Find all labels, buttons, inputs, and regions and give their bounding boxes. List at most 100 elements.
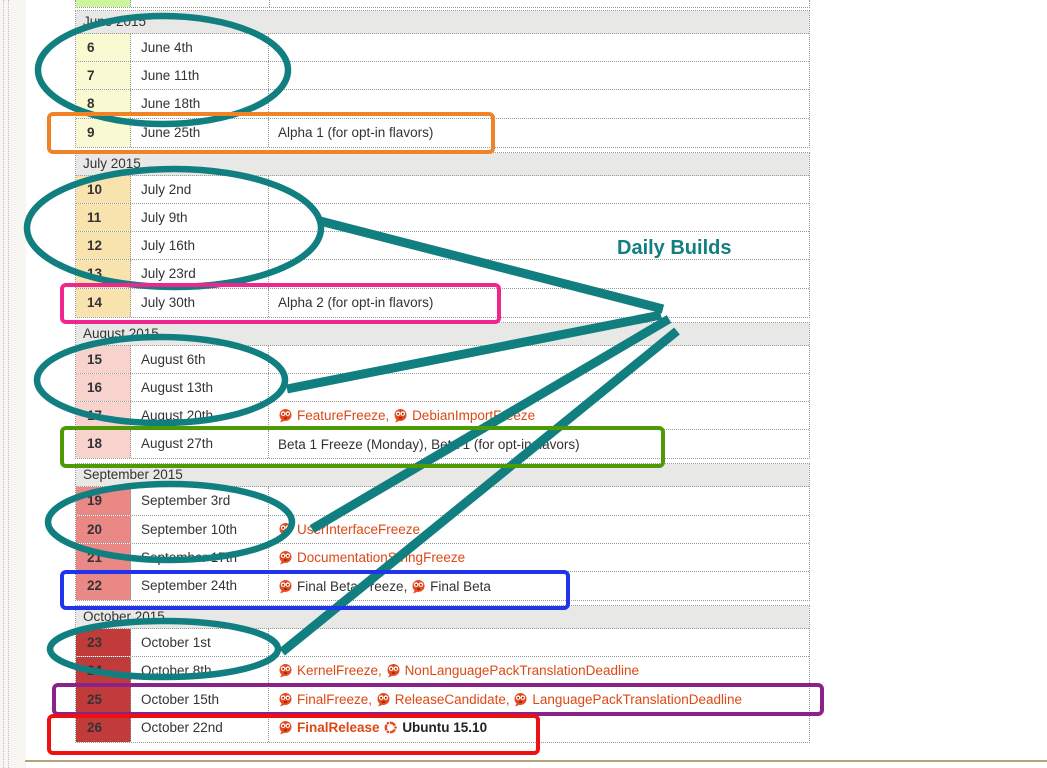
milestone-cell [269, 487, 809, 514]
milestone-link[interactable]: LanguagePackTranslationDeadline [532, 691, 743, 707]
week-number-cell: 22 [76, 572, 131, 601]
week-number-cell: 20 [76, 515, 131, 543]
milestone-cell: DocumentationStringFreeze [269, 544, 809, 571]
milestone-link[interactable]: KernelFreeze [297, 663, 379, 679]
date-cell: September 24th [131, 572, 269, 601]
milestone-link[interactable]: FeatureFreeze [297, 408, 386, 424]
milestone-cell: UserInterfaceFreeze [269, 516, 809, 543]
month-header: August 2015 [76, 322, 809, 346]
milestone-cell [269, 34, 809, 61]
week-number-cell: 11 [76, 203, 131, 232]
week-number-cell: 7 [76, 62, 131, 90]
table-row: 24 October 8th KernelFreeze, NonLanguagePa… [76, 657, 809, 686]
column-divider [269, 0, 270, 7]
milestone-cell: Final Beta Freeze, Final Beta [269, 572, 809, 600]
milestone-link[interactable]: FinalRelease [297, 720, 380, 736]
milestone-link[interactable]: DocumentationStringFreeze [297, 549, 466, 565]
freeze-icon [279, 550, 292, 565]
freeze-icon [514, 692, 527, 707]
table-row: 9 June 25th Alpha 1 (for opt-in flavors) [76, 118, 809, 147]
week-number-cell: 16 [76, 373, 131, 402]
table-row: 23 October 1st [76, 629, 809, 658]
date-cell: September 17th [131, 543, 269, 571]
date-cell: June 18th [131, 90, 269, 118]
freeze-icon [377, 692, 390, 707]
date-cell: September 10th [131, 515, 269, 543]
table-row: 26 October 22nd FinalRelease Ubuntu 15.10 [76, 713, 809, 742]
milestone-link[interactable]: UserInterfaceFreeze [297, 521, 421, 537]
milestone-separator: , [403, 578, 412, 594]
week-number-cell: 23 [76, 629, 131, 657]
month-table: September 2015 19 September 3rd 20 September… [75, 463, 810, 602]
week-number-cell: 9 [76, 118, 131, 147]
week-number-cell: 10 [76, 175, 131, 203]
milestone-cell: Alpha 2 (for opt-in flavors) [269, 289, 809, 317]
milestone-link[interactable]: FinalFreeze [297, 691, 369, 707]
table-row: 14 July 30th Alpha 2 (for opt-in flavors) [76, 288, 809, 317]
freeze-icon [412, 579, 425, 594]
table-row: 7 June 11th [76, 62, 809, 91]
milestone-text: Final Beta [430, 578, 491, 594]
milestone-cell [269, 90, 809, 117]
table-row: 22 September 24th Final Beta Freeze, Final… [76, 572, 809, 601]
milestone-separator: , [378, 663, 386, 679]
milestone-cell [269, 629, 809, 656]
week-number-cell: 8 [76, 90, 131, 118]
bottom-rule [25, 760, 1047, 762]
milestone-cell [269, 374, 809, 401]
week-number-cell: 24 [76, 657, 131, 685]
milestone-link[interactable]: ReleaseCandidate [394, 691, 506, 707]
date-cell: October 1st [131, 629, 269, 657]
date-cell: June 4th [131, 34, 269, 62]
week-number-cell: 6 [76, 34, 131, 62]
week-number-cell: 15 [76, 345, 131, 373]
milestone-cell: FeatureFreeze, DebianImportFreeze [269, 402, 809, 429]
milestone-link[interactable]: NonLanguagePackTranslationDeadline [404, 663, 639, 679]
milestone-cell [269, 346, 809, 373]
month-header: June 2015 [76, 11, 809, 34]
milestone-separator: , [368, 691, 376, 707]
milestone-cell [269, 62, 809, 89]
date-cell: July 30th [131, 288, 269, 317]
milestone-text: Beta 1 Freeze (Monday), Beta 1 (for opt-… [278, 436, 580, 452]
freeze-icon [279, 579, 292, 594]
green-week-cell-fragment [76, 0, 131, 7]
week-number-cell: 26 [76, 713, 131, 742]
month-header: July 2015 [76, 152, 809, 176]
table-row: 19 September 3rd [76, 487, 809, 516]
freeze-icon [279, 522, 292, 537]
date-cell: October 22nd [131, 713, 269, 742]
table-row: 11 July 9th [76, 203, 809, 233]
date-cell: October 8th [131, 657, 269, 685]
date-cell: June 11th [131, 62, 269, 90]
milestone-link[interactable]: DebianImportFreeze [412, 408, 536, 424]
page-gutter [0, 0, 26, 768]
milestone-separator: , [385, 408, 394, 424]
freeze-icon [279, 721, 292, 735]
date-cell: July 23rd [131, 260, 269, 288]
week-number-cell: 12 [76, 232, 131, 260]
week-number-cell: 19 [76, 487, 131, 515]
milestone-separator: , [505, 691, 514, 707]
month-table: October 2015 23 October 1st 24 October 8th Ke… [75, 605, 810, 743]
table-row: 21 September 17th DocumentationStringFreez… [76, 543, 809, 572]
week-number-cell: 17 [76, 402, 131, 430]
month-stack: June 2015 6 June 4th 7 June 11th 8 June 18th 9 J… [75, 10, 810, 747]
milestone-cell: KernelFreeze, NonLanguagePackTranslation… [269, 657, 809, 684]
date-cell: June 25th [131, 118, 269, 147]
date-cell: July 16th [131, 232, 269, 260]
milestone-cell [269, 204, 809, 231]
freeze-icon [387, 664, 400, 678]
table-row: 10 July 2nd [76, 175, 809, 204]
table-row: 16 August 13th [76, 373, 809, 403]
table-row: 25 October 15th FinalFreeze, ReleaseCandid… [76, 685, 809, 714]
table-row: 18 August 27th Beta 1 Freeze (Monday), Bet… [76, 430, 809, 459]
milestone-text: Ubuntu 15.10 [402, 720, 488, 736]
week-number-cell: 13 [76, 260, 131, 288]
freeze-icon [394, 409, 407, 423]
date-cell: July 2nd [131, 175, 269, 203]
date-cell: July 9th [131, 203, 269, 232]
top-row-fragment [75, 0, 810, 8]
milestone-cell: Alpha 1 (for opt-in flavors) [269, 119, 809, 147]
